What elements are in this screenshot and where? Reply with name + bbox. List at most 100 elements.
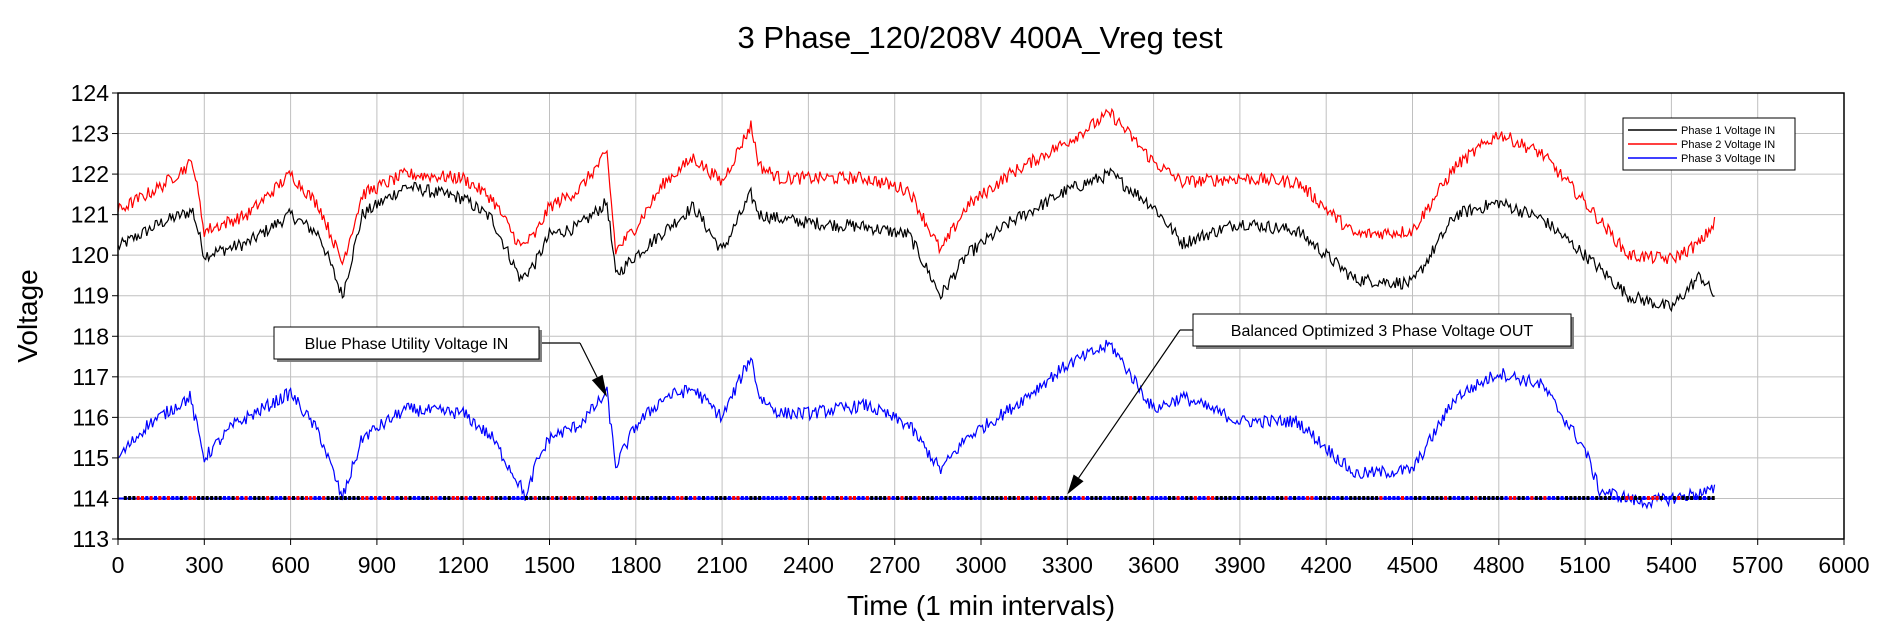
output-mark <box>1034 496 1038 500</box>
output-mark <box>1452 496 1456 500</box>
series-line-1 <box>117 167 1715 313</box>
y-tick-label: 122 <box>71 161 109 187</box>
output-mark <box>132 496 136 500</box>
output-mark <box>1504 496 1508 500</box>
output-mark <box>740 496 744 500</box>
output-mark <box>1405 496 1409 500</box>
output-mark <box>1129 496 1133 500</box>
output-mark <box>1025 496 1029 500</box>
output-mark <box>1111 496 1115 500</box>
output-mark <box>1500 496 1504 500</box>
output-mark <box>783 496 787 500</box>
output-mark <box>1168 496 1171 500</box>
output-mark <box>1690 496 1694 500</box>
output-mark <box>175 496 179 500</box>
output-mark <box>991 496 995 500</box>
output-mark <box>982 496 986 500</box>
output-mark <box>166 496 170 500</box>
output-mark <box>1491 496 1495 500</box>
output-mark <box>1150 496 1154 500</box>
output-mark <box>305 496 308 500</box>
output-mark <box>632 496 636 500</box>
output-mark <box>658 496 662 500</box>
callout-label: Balanced Optimized 3 Phase Voltage OUT <box>1231 323 1534 340</box>
output-mark <box>1526 496 1530 500</box>
output-mark <box>1258 496 1262 500</box>
output-mark <box>1314 496 1318 500</box>
output-mark <box>1090 496 1094 500</box>
output-mark <box>1517 496 1521 500</box>
output-mark <box>1340 496 1344 500</box>
output-mark <box>322 496 326 500</box>
output-mark <box>710 496 714 500</box>
output-mark <box>1327 496 1331 500</box>
output-mark <box>1487 496 1491 500</box>
x-tick-label: 3300 <box>1042 552 1093 578</box>
output-mark <box>456 496 459 500</box>
output-mark <box>805 496 809 500</box>
output-mark <box>624 496 628 500</box>
output-mark <box>1470 496 1473 500</box>
y-axis-label: Voltage <box>12 269 43 362</box>
output-mark <box>1301 496 1305 500</box>
x-tick-label: 5100 <box>1560 552 1611 578</box>
y-tick-label: 113 <box>72 526 109 552</box>
output-mark <box>1431 496 1435 500</box>
chart-title: 3 Phase_120/208V 400A_Vreg test <box>738 20 1223 55</box>
output-mark <box>848 496 852 500</box>
output-mark <box>1685 496 1689 500</box>
output-mark <box>1055 496 1059 500</box>
output-mark <box>809 496 813 500</box>
callout-box <box>1192 313 1572 347</box>
output-mark <box>956 496 960 500</box>
x-tick-label: 4500 <box>1387 552 1438 578</box>
output-mark <box>943 496 947 500</box>
output-mark <box>1267 496 1271 500</box>
output-mark <box>507 496 511 500</box>
output-mark <box>231 496 235 500</box>
output-mark <box>1435 496 1439 500</box>
output-mark <box>1293 496 1297 500</box>
output-mark <box>1237 496 1240 500</box>
output-mark <box>913 496 917 500</box>
output-mark <box>257 496 261 500</box>
output-mark <box>1366 496 1370 500</box>
output-mark <box>1107 496 1111 500</box>
output-mark <box>999 496 1003 500</box>
output-mark <box>395 496 399 500</box>
output-mark <box>1513 496 1517 500</box>
output-mark <box>870 496 874 500</box>
output-mark <box>1534 496 1538 500</box>
output-mark <box>356 496 360 500</box>
output-mark <box>387 496 390 500</box>
output-mark <box>1116 496 1120 500</box>
output-mark <box>1595 496 1599 500</box>
output-mark <box>266 496 270 500</box>
output-mark <box>572 496 576 500</box>
x-tick-label: 4200 <box>1301 552 1352 578</box>
output-mark <box>1275 496 1279 500</box>
series-line-3 <box>117 339 1716 510</box>
output-mark <box>1646 496 1650 500</box>
output-mark <box>1478 496 1482 500</box>
output-mark <box>1271 496 1275 500</box>
legend-label: Phase 2 Voltage IN <box>1681 139 1775 151</box>
output-mark <box>1379 496 1383 500</box>
output-mark <box>1245 496 1249 500</box>
output-mark <box>128 496 132 500</box>
output-mark <box>1530 496 1534 500</box>
output-mark <box>607 496 610 500</box>
output-mark <box>952 496 956 500</box>
output-mark <box>930 496 934 500</box>
output-mark <box>1021 496 1025 500</box>
output-mark <box>973 496 977 500</box>
output-mark <box>887 496 891 500</box>
output-mark <box>1608 496 1612 500</box>
output-mark <box>922 496 925 500</box>
output-mark <box>1362 496 1366 500</box>
output-mark <box>831 496 835 500</box>
output-mark <box>425 496 429 500</box>
output-mark <box>1017 496 1020 500</box>
output-mark <box>1461 496 1465 500</box>
